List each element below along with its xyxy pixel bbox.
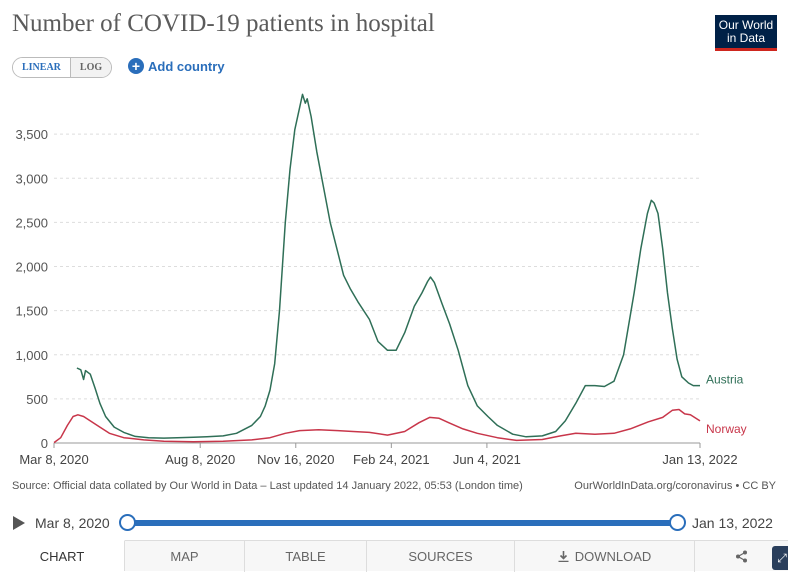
y-tick-label: 3,000: [15, 171, 48, 186]
y-tick-label: 1,000: [15, 348, 48, 363]
play-icon[interactable]: [13, 516, 25, 530]
timeline-track[interactable]: [127, 520, 677, 526]
y-tick-label: 0: [41, 436, 48, 451]
y-tick-label: 2,500: [15, 215, 48, 230]
y-tick-label: 2,000: [15, 260, 48, 275]
y-tick-label: 1,500: [15, 304, 48, 319]
tab-sources[interactable]: SOURCES: [367, 541, 515, 572]
tab-table-label: TABLE: [285, 549, 326, 564]
expand-button[interactable]: ⤢: [772, 546, 788, 570]
y-tick-label: 500: [26, 392, 48, 407]
attribution-link[interactable]: OurWorldInData.org/coronavirus • CC BY: [574, 480, 776, 492]
share-icon: [736, 550, 747, 563]
timeline-end-handle[interactable]: [669, 514, 686, 531]
add-country-label: Add country: [148, 58, 225, 74]
tab-map-label: MAP: [170, 549, 199, 564]
tab-download[interactable]: DOWNLOAD: [515, 541, 695, 572]
plus-circle-icon: +: [128, 58, 144, 74]
linear-scale-button[interactable]: LINEAR: [13, 58, 71, 77]
series-line-norway: [53, 408, 701, 444]
owid-logo[interactable]: Our World in Data: [715, 15, 777, 51]
logo-line-2: in Data: [726, 31, 766, 45]
tab-chart[interactable]: CHART: [0, 540, 125, 571]
tab-bar: CHART MAP TABLE SOURCES DOWNLOAD: [0, 540, 788, 572]
series-line-austria: [76, 93, 700, 439]
x-tick-label: Aug 8, 2020: [165, 452, 235, 467]
y-tick-label: 3,500: [15, 127, 48, 142]
timeline-start-handle[interactable]: [119, 514, 136, 531]
x-tick-label: Feb 24, 2021: [353, 452, 430, 467]
source-note: Source: Official data collated by Our Wo…: [12, 480, 523, 492]
timeline-start-label: Mar 8, 2020: [35, 515, 110, 531]
tab-chart-label: CHART: [39, 548, 85, 564]
add-country-button[interactable]: + Add country: [128, 58, 225, 74]
chart-title: Number of COVID-19 patients in hospital: [12, 10, 435, 37]
timeline: Mar 8, 2020 Jan 13, 2022: [0, 509, 788, 537]
line-chart[interactable]: 0 500 1,000 1,500 2,000 2,500 3,000 3,500 Mar 8,…: [0, 88, 788, 473]
timeline-end-label: Jan 13, 2022: [692, 515, 773, 531]
tab-table[interactable]: TABLE: [245, 541, 367, 572]
scale-toggle: LINEAR LOG: [12, 57, 113, 78]
tab-map[interactable]: MAP: [125, 541, 245, 572]
download-icon: [558, 551, 569, 562]
x-tick-label: Nov 16, 2020: [257, 452, 334, 467]
series-label-austria: Austria: [706, 373, 744, 387]
x-tick-label: Mar 8, 2020: [19, 452, 88, 467]
log-scale-button[interactable]: LOG: [70, 58, 112, 77]
logo-line-1: Our World: [718, 18, 774, 32]
series-label-norway: Norway: [706, 422, 747, 436]
share-button[interactable]: [695, 541, 788, 572]
tab-download-label: DOWNLOAD: [574, 549, 652, 564]
x-tick-label: Jun 4, 2021: [453, 452, 521, 467]
tab-sources-label: SOURCES: [408, 549, 473, 564]
x-tick-label: Jan 13, 2022: [662, 452, 737, 467]
